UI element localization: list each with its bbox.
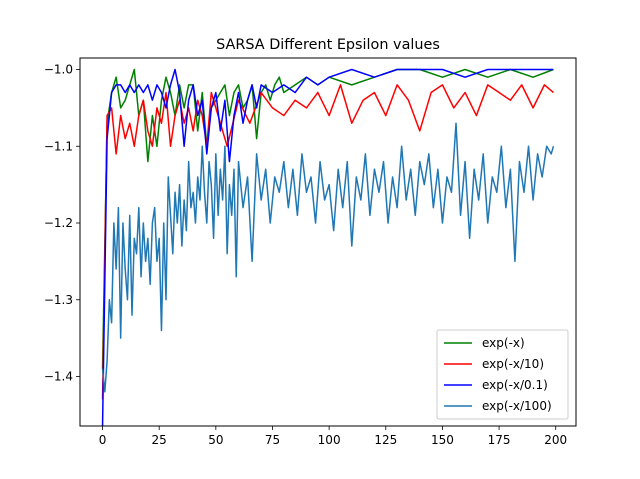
x-tick-label: 50 — [208, 433, 223, 447]
x-tick-label: 150 — [431, 433, 454, 447]
series-layer — [101, 68, 555, 427]
y-tick-label: −1.3 — [44, 293, 73, 307]
x-tick-label: 100 — [318, 433, 341, 447]
series-line-3 — [101, 122, 555, 393]
series-line-2 — [101, 68, 554, 427]
legend-label-1: exp(-x/10) — [482, 357, 544, 371]
legend: exp(-x) exp(-x/10) exp(-x/0.1) exp(-x/100) — [436, 329, 569, 420]
legend-box — [436, 329, 569, 420]
legend-label-2: exp(-x/0.1) — [482, 378, 548, 392]
x-tick-label: 0 — [99, 433, 107, 447]
x-tick-label: 125 — [374, 433, 397, 447]
legend-label-0: exp(-x) — [482, 336, 525, 350]
legend-label-3: exp(-x/100) — [482, 399, 552, 413]
x-tick-label: 75 — [265, 433, 280, 447]
y-tick-label: −1.2 — [44, 216, 73, 230]
series-line-1 — [101, 84, 554, 400]
y-tick-label: −1.0 — [44, 63, 73, 77]
x-axis: 0 25 50 75 100 125 150 175 200 — [99, 426, 567, 447]
x-tick-label: 25 — [152, 433, 167, 447]
x-tick-label: 200 — [544, 433, 567, 447]
y-axis: −1.4 −1.3 −1.2 −1.1 −1.0 — [44, 63, 80, 383]
axes-frame — [79, 57, 577, 427]
x-tick-label: 175 — [488, 433, 511, 447]
y-tick-label: −1.4 — [44, 369, 73, 383]
y-tick-label: −1.1 — [44, 139, 73, 153]
chart-title: SARSA Different Epsilon values — [216, 37, 440, 53]
